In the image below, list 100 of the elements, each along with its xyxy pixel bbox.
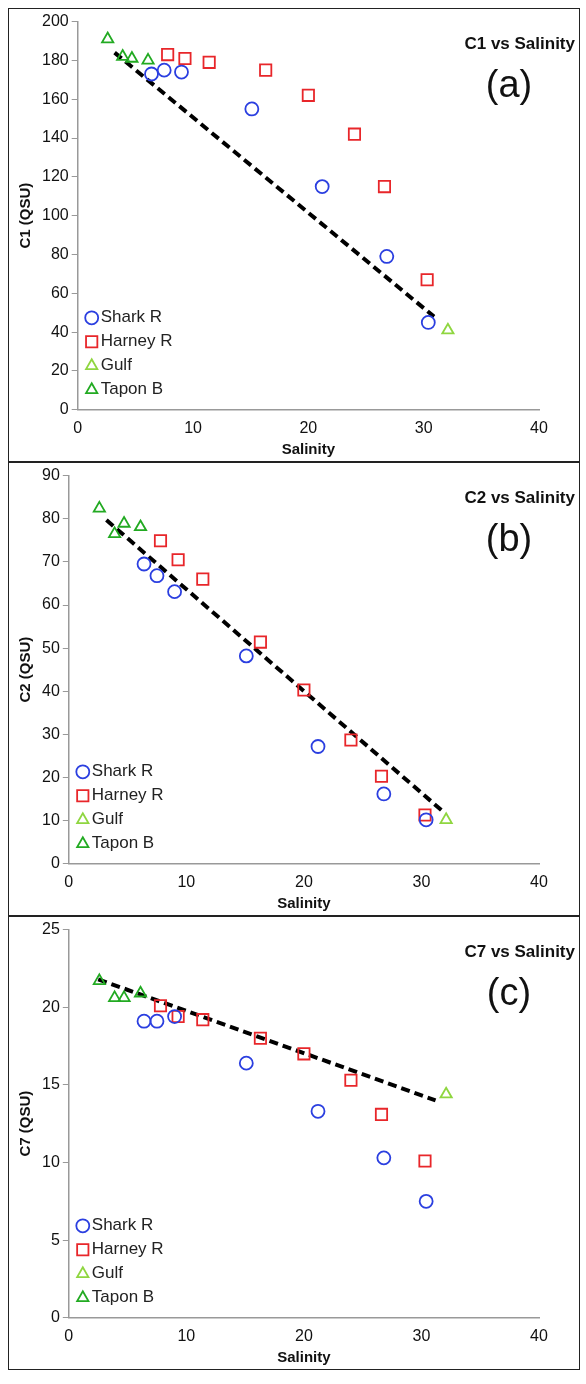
point <box>92 973 106 985</box>
point <box>136 556 152 572</box>
y-tick-label: 160 <box>41 89 69 107</box>
x-axis-title: Salinity <box>281 440 336 458</box>
point <box>379 249 395 264</box>
point <box>347 127 362 141</box>
x-tick-label: 0 <box>73 418 83 436</box>
point <box>310 739 326 754</box>
point <box>167 1009 182 1024</box>
y-tick-label: 20 <box>50 361 69 379</box>
y-tick-label: 20 <box>42 997 60 1015</box>
x-tick-label: 20 <box>299 418 318 436</box>
point <box>101 31 115 44</box>
point <box>136 1013 152 1029</box>
y-tick-label: 200 <box>41 12 69 30</box>
point <box>374 769 389 783</box>
point <box>202 55 216 69</box>
legend-label: Shark R <box>91 761 154 781</box>
y-axis-title: C2 (QSU) <box>16 636 34 703</box>
y-axis-title: C1 (QSU) <box>16 182 34 249</box>
legend-label: Tapon B <box>100 379 164 399</box>
y-axis-title: C7 (QSU) <box>16 1090 34 1157</box>
point <box>374 1107 389 1121</box>
point <box>117 990 131 1003</box>
y-tick-label: 70 <box>42 552 60 570</box>
y-tick-label: 5 <box>50 1230 60 1248</box>
y-tick-label: 60 <box>50 283 69 301</box>
point <box>133 985 148 998</box>
legend-label: Harney R <box>91 785 164 805</box>
y-tick-label: 10 <box>42 811 60 829</box>
legend-label: Shark R <box>100 307 163 327</box>
point <box>196 572 210 586</box>
legend-label: Gulf <box>100 355 133 375</box>
y-tick-label: 15 <box>42 1075 60 1093</box>
point <box>377 180 392 194</box>
point <box>141 53 155 65</box>
point <box>167 584 182 600</box>
point <box>301 88 315 102</box>
x-tick-label: 20 <box>295 1326 313 1344</box>
point <box>376 1150 392 1166</box>
point <box>314 179 330 194</box>
point <box>418 1193 434 1209</box>
point <box>133 519 148 532</box>
point <box>117 516 131 528</box>
point <box>116 49 130 61</box>
x-tick-label: 10 <box>177 1326 196 1344</box>
point <box>238 648 254 664</box>
y-tick-label: 40 <box>50 322 69 340</box>
point <box>253 635 267 649</box>
point <box>153 534 168 548</box>
x-axis-title: Salinity <box>277 894 332 912</box>
annotation: (c) <box>486 971 532 1014</box>
y-tick-label: 20 <box>42 767 60 785</box>
point <box>156 62 172 78</box>
x-axis-title: Salinity <box>277 1348 332 1366</box>
text: C7 vs Salinity <box>464 941 576 961</box>
point <box>171 1010 185 1024</box>
point <box>153 999 168 1013</box>
point <box>441 322 455 335</box>
point <box>344 1073 358 1087</box>
legend-label: Tapon B <box>91 833 155 853</box>
point <box>420 315 436 330</box>
y-tick-label: 90 <box>42 466 60 484</box>
point <box>439 812 453 824</box>
y-tick-label: 0 <box>50 1308 60 1326</box>
legend-label: Tapon B <box>91 1287 155 1307</box>
point <box>144 66 159 82</box>
point <box>196 1013 210 1027</box>
y-tick-label: 30 <box>42 724 60 742</box>
point <box>244 101 260 117</box>
point <box>418 808 432 822</box>
point <box>310 1103 326 1119</box>
point <box>238 1055 254 1071</box>
x-tick-label: 30 <box>412 872 431 890</box>
x-tick-label: 40 <box>530 1326 548 1344</box>
y-tick-label: 50 <box>42 638 60 656</box>
point <box>125 51 139 63</box>
y-tick-label: 140 <box>41 128 69 146</box>
point <box>174 64 189 80</box>
x-tick-label: 30 <box>414 418 433 436</box>
point <box>297 1047 311 1061</box>
y-tick-label: 25 <box>42 920 60 938</box>
point <box>418 1154 432 1168</box>
point <box>344 733 358 747</box>
point <box>149 1013 165 1029</box>
y-tick-label: 0 <box>50 854 60 872</box>
y-tick-label: 100 <box>41 206 69 224</box>
point <box>171 553 185 567</box>
point <box>376 786 392 802</box>
annotation: (a) <box>485 63 533 106</box>
point <box>253 1031 267 1045</box>
x-tick-label: 30 <box>412 1326 431 1344</box>
y-tick-label: 40 <box>42 681 60 699</box>
point <box>418 812 434 828</box>
annotation: (b) <box>485 517 533 560</box>
text: C2 vs Salinity <box>464 487 576 507</box>
x-tick-label: 10 <box>177 872 196 890</box>
legend-label: Shark R <box>91 1215 154 1235</box>
y-tick-label: 0 <box>59 400 69 418</box>
x-tick-label: 40 <box>530 418 548 436</box>
